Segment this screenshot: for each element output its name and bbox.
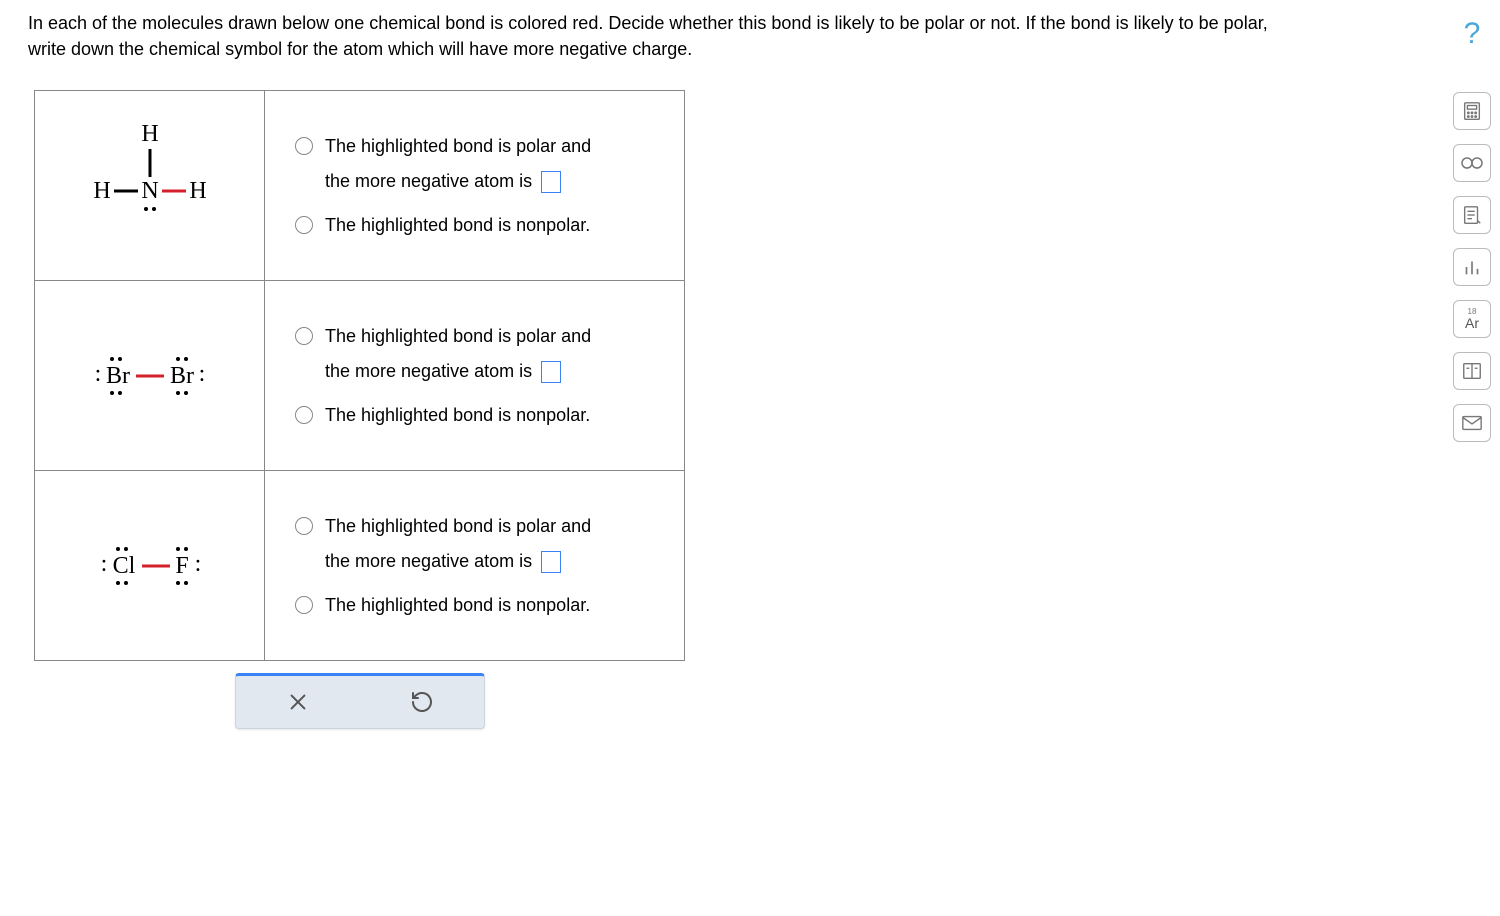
polar-label-2: The highlighted bond is polar and the mo… xyxy=(325,319,664,387)
nonpolar-label-1: The highlighted bond is nonpolar. xyxy=(325,208,664,242)
molecule-cell-nh3: H H N H xyxy=(35,91,265,281)
clf-structure: : Cl F : xyxy=(60,521,240,611)
radio-nonpolar-1[interactable] xyxy=(295,216,313,234)
stats-icon[interactable] xyxy=(1453,248,1491,286)
radio-polar-3[interactable] xyxy=(295,517,313,535)
question-table: H H N H The highlighted bond is polar an… xyxy=(34,90,685,661)
answer-cell-1: The highlighted bond is polar and the mo… xyxy=(265,91,685,281)
molecule-cell-br2: : Br Br : xyxy=(35,281,265,471)
periodic-table-icon[interactable]: 18 Ar xyxy=(1453,300,1491,338)
polar-label-3: The highlighted bond is polar and the mo… xyxy=(325,509,664,577)
svg-text:H: H xyxy=(93,178,110,204)
svg-text::: : xyxy=(100,551,107,577)
action-box xyxy=(235,673,485,729)
mail-icon[interactable] xyxy=(1453,404,1491,442)
reset-icon[interactable] xyxy=(410,690,434,714)
calculator-icon[interactable] xyxy=(1453,92,1491,130)
svg-text:Br: Br xyxy=(170,363,194,389)
reference-icon[interactable] xyxy=(1453,352,1491,390)
svg-text::: : xyxy=(198,361,205,387)
table-row: : Br Br : The highlighted bond is polar … xyxy=(35,281,685,471)
svg-text::: : xyxy=(194,551,201,577)
clear-icon[interactable] xyxy=(287,691,309,713)
bottom-bar xyxy=(34,673,686,729)
nh3-structure: H H N H xyxy=(60,111,240,261)
polar-text-1a: The highlighted bond is polar and xyxy=(325,136,591,156)
polar-text-1b: the more negative atom is xyxy=(325,171,532,191)
svg-text:H: H xyxy=(189,178,206,204)
help-icon[interactable]: ? xyxy=(1452,14,1492,54)
polar-label-1: The highlighted bond is polar and the mo… xyxy=(325,129,664,197)
radio-nonpolar-2[interactable] xyxy=(295,406,313,424)
svg-text:N: N xyxy=(141,178,158,204)
question-text: In each of the molecules drawn below one… xyxy=(0,0,1310,62)
side-toolbar: ? 18 Ar xyxy=(1444,10,1500,442)
periodic-label: Ar xyxy=(1465,316,1479,330)
table-row: H H N H The highlighted bond is polar an… xyxy=(35,91,685,281)
svg-text:Br: Br xyxy=(106,363,130,389)
polar-text-3b: the more negative atom is xyxy=(325,551,532,571)
atom-input-3[interactable] xyxy=(541,551,561,573)
svg-text:F: F xyxy=(175,553,188,579)
radio-nonpolar-3[interactable] xyxy=(295,596,313,614)
svg-text:Cl: Cl xyxy=(112,553,135,579)
radio-polar-2[interactable] xyxy=(295,327,313,345)
br2-structure: : Br Br : xyxy=(60,331,240,421)
radio-polar-1[interactable] xyxy=(295,137,313,155)
nonpolar-label-3: The highlighted bond is nonpolar. xyxy=(325,588,664,622)
answer-cell-2: The highlighted bond is polar and the mo… xyxy=(265,281,685,471)
nonpolar-label-2: The highlighted bond is nonpolar. xyxy=(325,398,664,432)
svg-text::: : xyxy=(94,361,101,387)
notes-icon[interactable] xyxy=(1453,196,1491,234)
svg-text:H: H xyxy=(141,121,158,147)
molecule-cell-clf: : Cl F : xyxy=(35,471,265,661)
atom-input-1[interactable] xyxy=(541,171,561,193)
polar-text-3a: The highlighted bond is polar and xyxy=(325,516,591,536)
glasses-icon[interactable] xyxy=(1453,144,1491,182)
polar-text-2a: The highlighted bond is polar and xyxy=(325,326,591,346)
atom-input-2[interactable] xyxy=(541,361,561,383)
answer-cell-3: The highlighted bond is polar and the mo… xyxy=(265,471,685,661)
polar-text-2b: the more negative atom is xyxy=(325,361,532,381)
table-row: : Cl F : The highlighted bond is polar a… xyxy=(35,471,685,661)
